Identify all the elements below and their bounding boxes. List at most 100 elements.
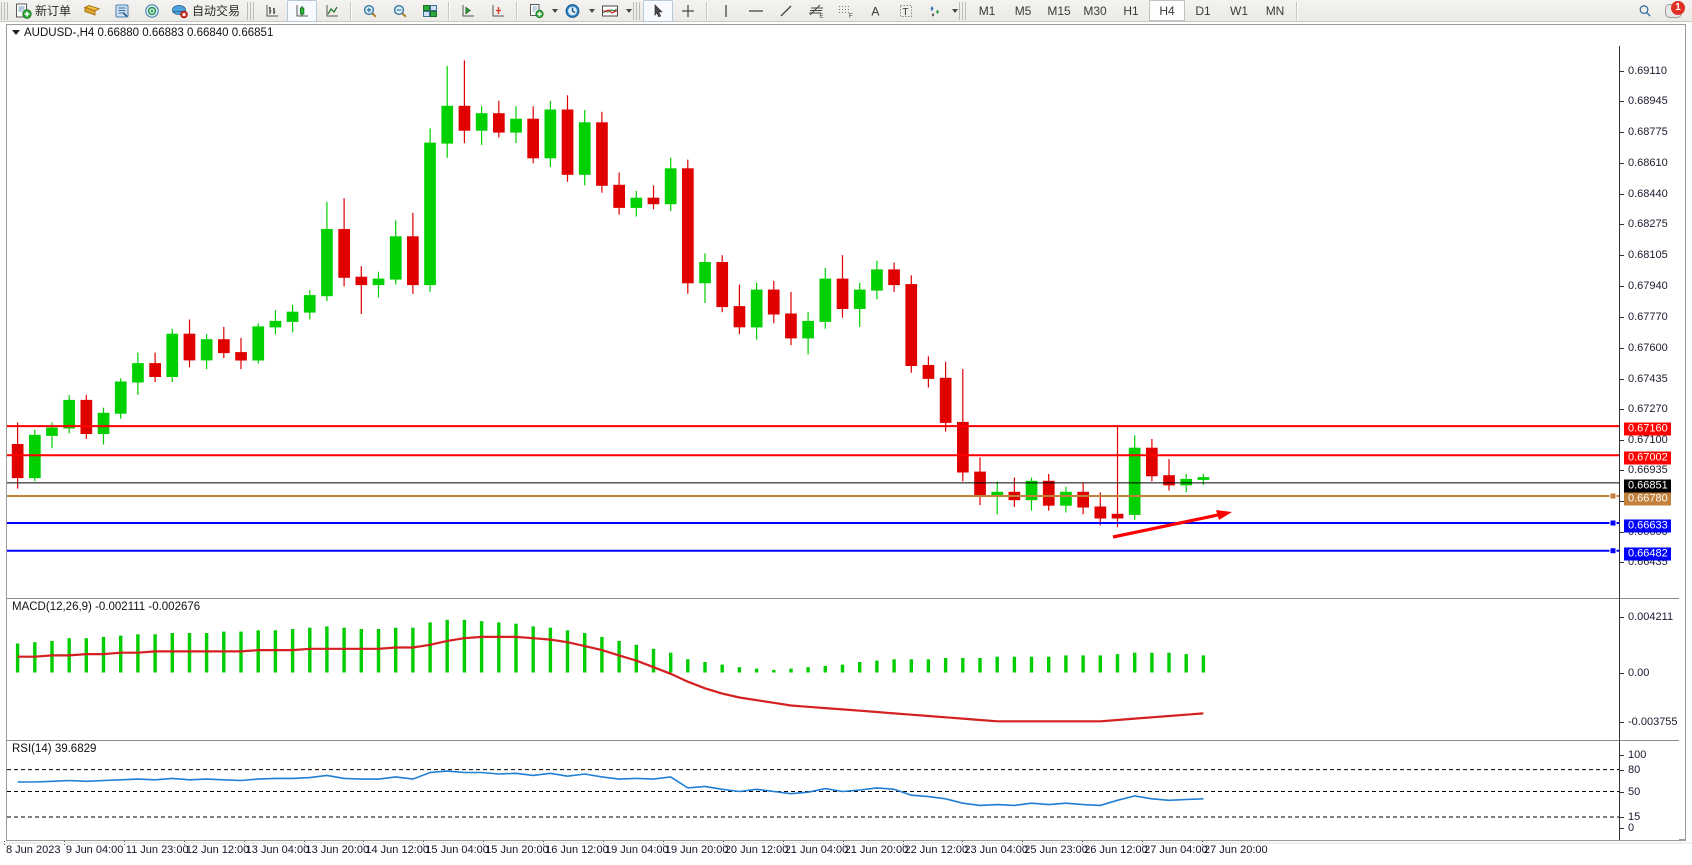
timeframe-h4[interactable]: H4 — [1149, 0, 1186, 21]
candlestick-chart-button[interactable] — [287, 0, 318, 22]
time-axis-label: 20 Jun 12:00 — [724, 844, 789, 856]
price-axis-tick — [1620, 317, 1624, 318]
timeframe-mn[interactable]: MN — [1265, 3, 1285, 18]
status-bar — [0, 842, 1692, 844]
terminal-button[interactable] — [107, 0, 137, 22]
price-axis-label: 0.67100 — [1628, 434, 1668, 447]
resistance-tag-1[interactable]: 0.67160 — [1624, 422, 1671, 436]
terminal-icon — [115, 4, 129, 17]
timeframe-m5[interactable]: M5 — [1014, 3, 1032, 18]
timeframe-d1[interactable]: D1 — [1195, 3, 1211, 18]
price-axis-line — [1619, 46, 1620, 842]
support-tag-orange[interactable]: 0.66780 — [1624, 492, 1671, 506]
auto-trading-button[interactable]: 自动交易 — [167, 0, 246, 22]
timeframe-m15[interactable]: M15 — [1047, 3, 1071, 18]
rsi-axis-tick — [1620, 769, 1624, 771]
bid-price-tag[interactable]: 0.66851 — [1624, 479, 1671, 493]
timeframe-m30[interactable]: M30 — [1083, 3, 1107, 18]
folder-button[interactable] — [77, 0, 107, 22]
templates-button[interactable] — [521, 0, 551, 22]
crosshair-icon — [682, 4, 695, 17]
resistance-tag-2[interactable]: 0.67002 — [1624, 451, 1671, 465]
line-chart-icon — [326, 4, 339, 16]
price-axis-label: 0.66935 — [1628, 464, 1668, 477]
notifications-button[interactable]: 1 — [1660, 0, 1686, 21]
time-axis-label: 15 Jun 20:00 — [485, 844, 549, 856]
price-axis-tick — [1620, 378, 1624, 380]
price-axis-label: 0.68945 — [1628, 95, 1668, 108]
rsi-axis-tick — [1620, 817, 1624, 819]
chart-area[interactable]: AUDUSD-,H4 0.66880 0.66883 0.66840 0.668… — [0, 22, 1692, 865]
price-axis-label: 0.67600 — [1628, 342, 1668, 355]
shapes-button[interactable] — [921, 0, 951, 22]
time-axis-label: 19 Jun 04:00 — [605, 844, 669, 856]
macd-plot — [15, 619, 1206, 723]
timeframe-m1[interactable]: M1 — [978, 3, 996, 18]
price-axis-label: 0.68275 — [1628, 218, 1668, 231]
chart-shift-button[interactable] — [483, 0, 513, 22]
price-axis-label: 0.67270 — [1628, 402, 1668, 415]
navigator-button[interactable] — [137, 0, 167, 22]
price-axis[interactable]: 0.69110 0.68945 0.68775 0.68610 0.68440 0.682… — [1620, 46, 1692, 842]
timeframe-w1[interactable]: W1 — [1230, 3, 1249, 18]
symbol-header: AUDUSD-,H4 0.66880 0.66883 0.66840 0.668… — [12, 27, 273, 39]
zoom-out-icon — [393, 4, 407, 18]
time-axis-label: 22 Jun 12:00 — [904, 844, 969, 856]
shapes-caret-icon[interactable] — [952, 8, 959, 13]
zoom-in-button[interactable] — [355, 0, 385, 22]
indicators-icon — [602, 5, 619, 16]
new-order-button[interactable]: 新订单 — [11, 0, 77, 22]
toolbar-grip-4[interactable] — [959, 1, 967, 20]
expert-advisor-icon — [172, 4, 188, 18]
search-button[interactable] — [1630, 0, 1660, 22]
rsi-pane[interactable]: RSI(14) 39.6829 — [7, 740, 1679, 841]
price-axis-label: 0.67940 — [1628, 279, 1668, 292]
svg-text:F: F — [849, 13, 853, 18]
period-caret-icon[interactable] — [589, 8, 596, 13]
price-axis-label: 0.69110 — [1628, 64, 1667, 77]
rsi-axis-label: 50 — [1628, 785, 1641, 798]
search-icon — [1639, 4, 1651, 17]
support-tag-blue-2[interactable]: 0.66482 — [1624, 547, 1671, 561]
price-axis-tick — [1620, 562, 1624, 564]
auto-scroll-button[interactable] — [453, 0, 483, 22]
tile-windows-button[interactable] — [415, 0, 445, 22]
text-button[interactable]: A — [861, 0, 891, 22]
vertical-line-button[interactable] — [711, 0, 741, 22]
text-label-button[interactable]: T — [891, 0, 921, 22]
indicators-button[interactable] — [595, 0, 625, 22]
fibonacci-button[interactable]: E — [801, 0, 831, 22]
crosshair-button[interactable] — [673, 0, 703, 22]
price-axis-label: 0.68440 — [1628, 187, 1668, 200]
rsi-plot — [7, 769, 1619, 818]
period-button[interactable] — [558, 0, 588, 22]
trendline-icon — [780, 5, 792, 16]
price-axis-tick — [1620, 470, 1624, 472]
indicators-caret-icon[interactable] — [626, 8, 633, 13]
zoom-out-button[interactable] — [385, 0, 415, 22]
bar-chart-button[interactable] — [257, 0, 287, 22]
auto-scroll-icon — [462, 4, 475, 16]
support-tag-blue-1[interactable]: 0.66633 — [1624, 519, 1671, 533]
andrews-pitchfork-button[interactable]: F — [831, 0, 861, 22]
line-chart-button[interactable] — [317, 0, 347, 22]
price-axis-label: 0.68775 — [1628, 126, 1668, 139]
price-axis-tick — [1620, 162, 1624, 164]
horizontal-line-button[interactable] — [741, 0, 771, 22]
price-pane[interactable]: AUDUSD-,H4 0.66880 0.66883 0.66840 0.668… — [7, 25, 1679, 595]
toolbar-grip-2[interactable] — [247, 1, 255, 20]
cursor-button[interactable] — [643, 0, 674, 22]
time-axis-label: 12 Jun 12:00 — [185, 844, 250, 856]
price-axis-tick — [1620, 101, 1624, 103]
timeframe-h1[interactable]: H1 — [1123, 3, 1139, 18]
price-axis-tick — [1620, 532, 1624, 534]
toolbar-separator-1 — [350, 1, 353, 20]
templates-caret-icon[interactable] — [552, 8, 559, 13]
notification-badge: 1 — [1671, 0, 1685, 15]
macd-pane[interactable]: MACD(12,26,9) -0.002111 -0.002676 — [7, 598, 1679, 739]
trendline-button[interactable] — [771, 0, 801, 22]
toolbar-grip[interactable] — [1, 1, 8, 20]
candlestick-chart-icon — [296, 4, 309, 16]
toolbar-grip-3[interactable] — [633, 1, 641, 20]
chart-dropdown-icon[interactable] — [12, 30, 20, 36]
